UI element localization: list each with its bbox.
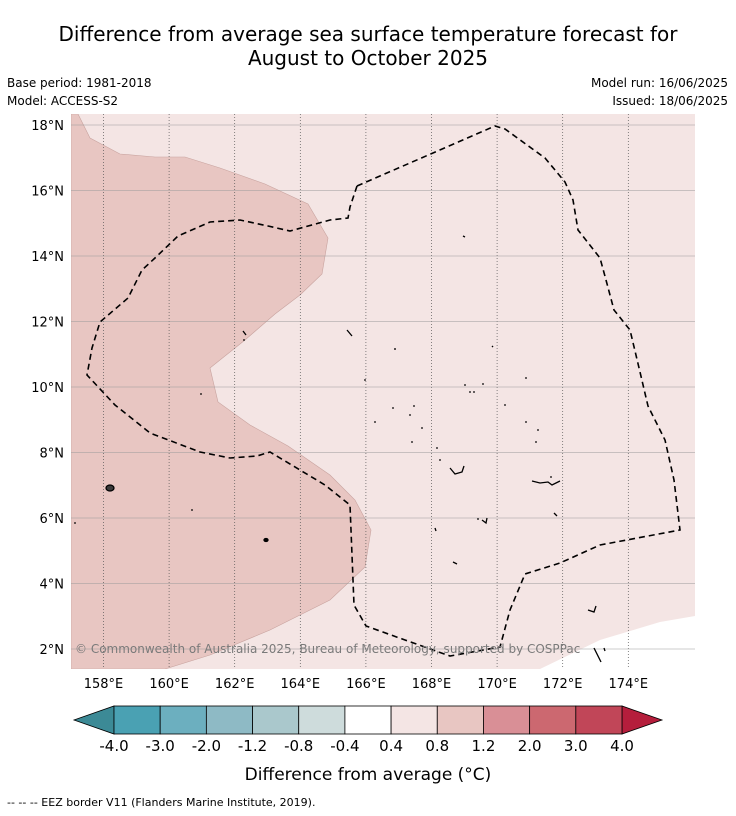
colorbar-tick-label: -2.0 [192,737,221,755]
colorbar-tick-label: -3.0 [146,737,175,755]
latitude-label: 4°N [40,578,65,593]
latitude-label: 18°N [31,119,64,134]
copyright-notice: © Commonwealth of Australia 2025, Bureau… [75,642,580,656]
colorbar-tick-label: 0.8 [425,737,449,755]
latitude-label: 6°N [40,512,65,527]
colorbar-swatch [113,705,161,735]
colorbar-swatch [575,705,623,735]
sst-anomaly-map: © Commonwealth of Australia 2025, Bureau… [31,114,695,785]
longitude-label: 158°E [84,677,124,692]
anomaly-region-neutral [540,616,695,669]
colorbar-swatch [252,705,300,735]
longitude-label: 160°E [149,677,189,692]
colorbar-under-arrow [72,705,115,735]
longitude-label: 164°E [281,677,321,692]
eez-footnote: -- -- -- EEZ border V11 (Flanders Marine… [7,796,316,809]
colorbar-tick-label: -0.4 [330,737,359,755]
longitude-label: 174°E [609,677,649,692]
latitude-label: 10°N [31,381,64,396]
colorbar-swatch [390,705,438,735]
colorbar-tick-label: 0.4 [379,737,403,755]
colorbar-swatch [529,705,577,735]
colorbar: -4.0 -3.0 -2.0 -1.2 -0.8 -0.4 0.4 0.8 1.2 2.0 3.0 4… [72,705,664,755]
colorbar-label: Difference from average (°C) [245,765,492,785]
colorbar-swatch [159,705,207,735]
longitude-label: 166°E [346,677,386,692]
title-line-1: Difference from average sea surface temp… [58,22,678,46]
colorbar-tick-label: 3.0 [564,737,588,755]
islands [105,235,606,663]
colorbar-tick-label: 1.2 [472,737,496,755]
latitude-label: 14°N [31,250,64,265]
latitude-label: 8°N [40,447,65,462]
chart-title: Difference from average sea surface temp… [0,22,736,70]
colorbar-swatch [344,705,392,735]
meta-right: Model run: 16/06/2025 Issued: 18/06/2025 [591,74,728,110]
longitude-label: 170°E [477,677,517,692]
colorbar-swatch [483,705,531,735]
base-period: Base period: 1981-2018 [7,76,152,90]
colorbar-tick-label: 4.0 [610,737,634,755]
colorbar-swatch [298,705,346,735]
longitude-label: 172°E [543,677,583,692]
latitude-label: 16°N [31,185,64,200]
colorbar-tick-label: 2.0 [518,737,542,755]
longitude-label: 162°E [215,677,255,692]
issued-date: Issued: 18/06/2025 [612,94,728,108]
graticule [71,114,695,669]
colorbar-swatch [436,705,484,735]
colorbar-tick-label: -1.2 [238,737,267,755]
colorbar-swatch [205,705,253,735]
colorbar-tick-label: -4.0 [99,737,128,755]
longitude-labels: 158°E 160°E 162°E 164°E 166°E 168°E 170°E 172°E… [84,677,648,692]
eez-border [86,125,681,657]
latitude-label: 12°N [31,316,64,331]
model-name: Model: ACCESS-S2 [7,94,119,108]
colorbar-tick-label: -0.8 [284,737,313,755]
title-line-2: August to October 2025 [247,46,489,70]
colorbar-over-arrow [621,705,664,735]
meta-left: Base period: 1981-2018 Model: ACCESS-S2 [7,74,152,110]
latitude-label: 2°N [40,643,65,658]
longitude-label: 168°E [412,677,452,692]
island-dots [74,339,552,524]
latitude-labels: 2°N 4°N 6°N 8°N 10°N 12°N 14°N 16°N 18°N [31,119,64,658]
model-run: Model run: 16/06/2025 [590,76,728,90]
